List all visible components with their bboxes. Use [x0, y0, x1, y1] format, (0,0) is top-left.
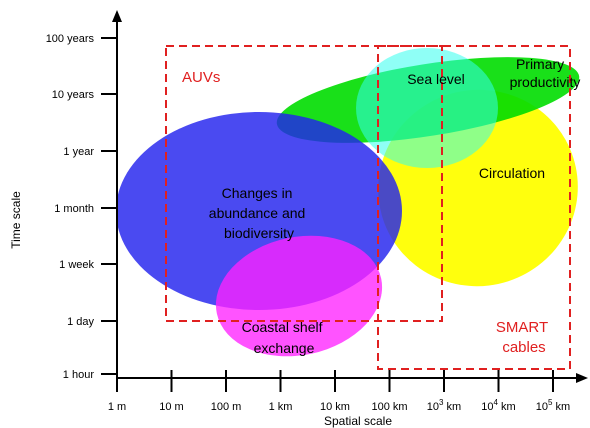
x-tick-label: 10 km — [320, 401, 350, 413]
y-tick-label: 1 month — [54, 203, 94, 215]
primary-productivity-line-1: Primary — [516, 56, 564, 72]
y-axis — [112, 10, 122, 378]
x-tick-label: 10 m — [159, 401, 183, 413]
region-sea-level — [356, 48, 498, 168]
primary-productivity-line-2: productivity — [510, 74, 581, 90]
changes-line-2: abundance and — [209, 205, 306, 221]
coastal-shelf-label: Coastal shelf exchange — [242, 319, 327, 356]
coastal-line-2: exchange — [254, 340, 315, 356]
x-tick-label: 100 m — [211, 401, 242, 413]
x-tick-label: 1 km — [269, 401, 293, 413]
coastal-line-1: Coastal shelf — [242, 319, 323, 335]
y-tick-label: 1 hour — [63, 369, 95, 381]
x-axis-title: Spatial scale — [324, 414, 392, 428]
circulation-label: Circulation — [479, 165, 545, 181]
changes-line-1: Changes in — [222, 185, 293, 201]
y-axis-arrowhead — [112, 10, 122, 22]
smart-line-2: cables — [502, 339, 545, 356]
x-tick-label: 104 km — [481, 398, 515, 413]
x-tick-label: 103 km — [427, 398, 461, 413]
x-tick-label: 100 km — [371, 401, 407, 413]
changes-line-3: biodiversity — [224, 225, 294, 241]
sea-level-ellipse — [356, 48, 498, 168]
primary-productivity-label: Primary productivity — [510, 56, 581, 90]
y-axis-ticks: 1 hour 1 day 1 week 1 month 1 year 10 years 10… — [46, 33, 117, 381]
y-tick-label: 10 years — [52, 89, 95, 101]
y-tick-label: 100 years — [46, 33, 95, 45]
x-tick-label: 1 m — [108, 401, 126, 413]
y-tick-label: 1 day — [67, 316, 94, 328]
sea-level-label: Sea level — [407, 71, 465, 87]
y-axis-title: Time scale — [9, 191, 23, 249]
y-tick-label: 1 year — [63, 146, 94, 158]
smart-cables-box — [377, 45, 571, 370]
x-tick-label: 105 km — [536, 398, 570, 413]
auvs-label: AUVs — [182, 69, 220, 86]
x-axis — [117, 373, 588, 383]
y-tick-label: 1 week — [59, 259, 94, 271]
x-axis-ticks: 1 m 10 m 100 m 1 km 10 km 100 km 103 km 104 km 1… — [108, 370, 570, 413]
coastal-shelf-ellipse — [215, 235, 383, 357]
region-coastal-shelf — [215, 235, 383, 357]
auvs-box — [165, 45, 443, 322]
smart-cables-label: SMART cables — [496, 319, 552, 356]
smart-line-1: SMART — [496, 319, 548, 336]
x-axis-arrowhead — [576, 373, 588, 383]
changes-biodiversity-label: Changes in abundance and biodiversity — [209, 185, 309, 241]
